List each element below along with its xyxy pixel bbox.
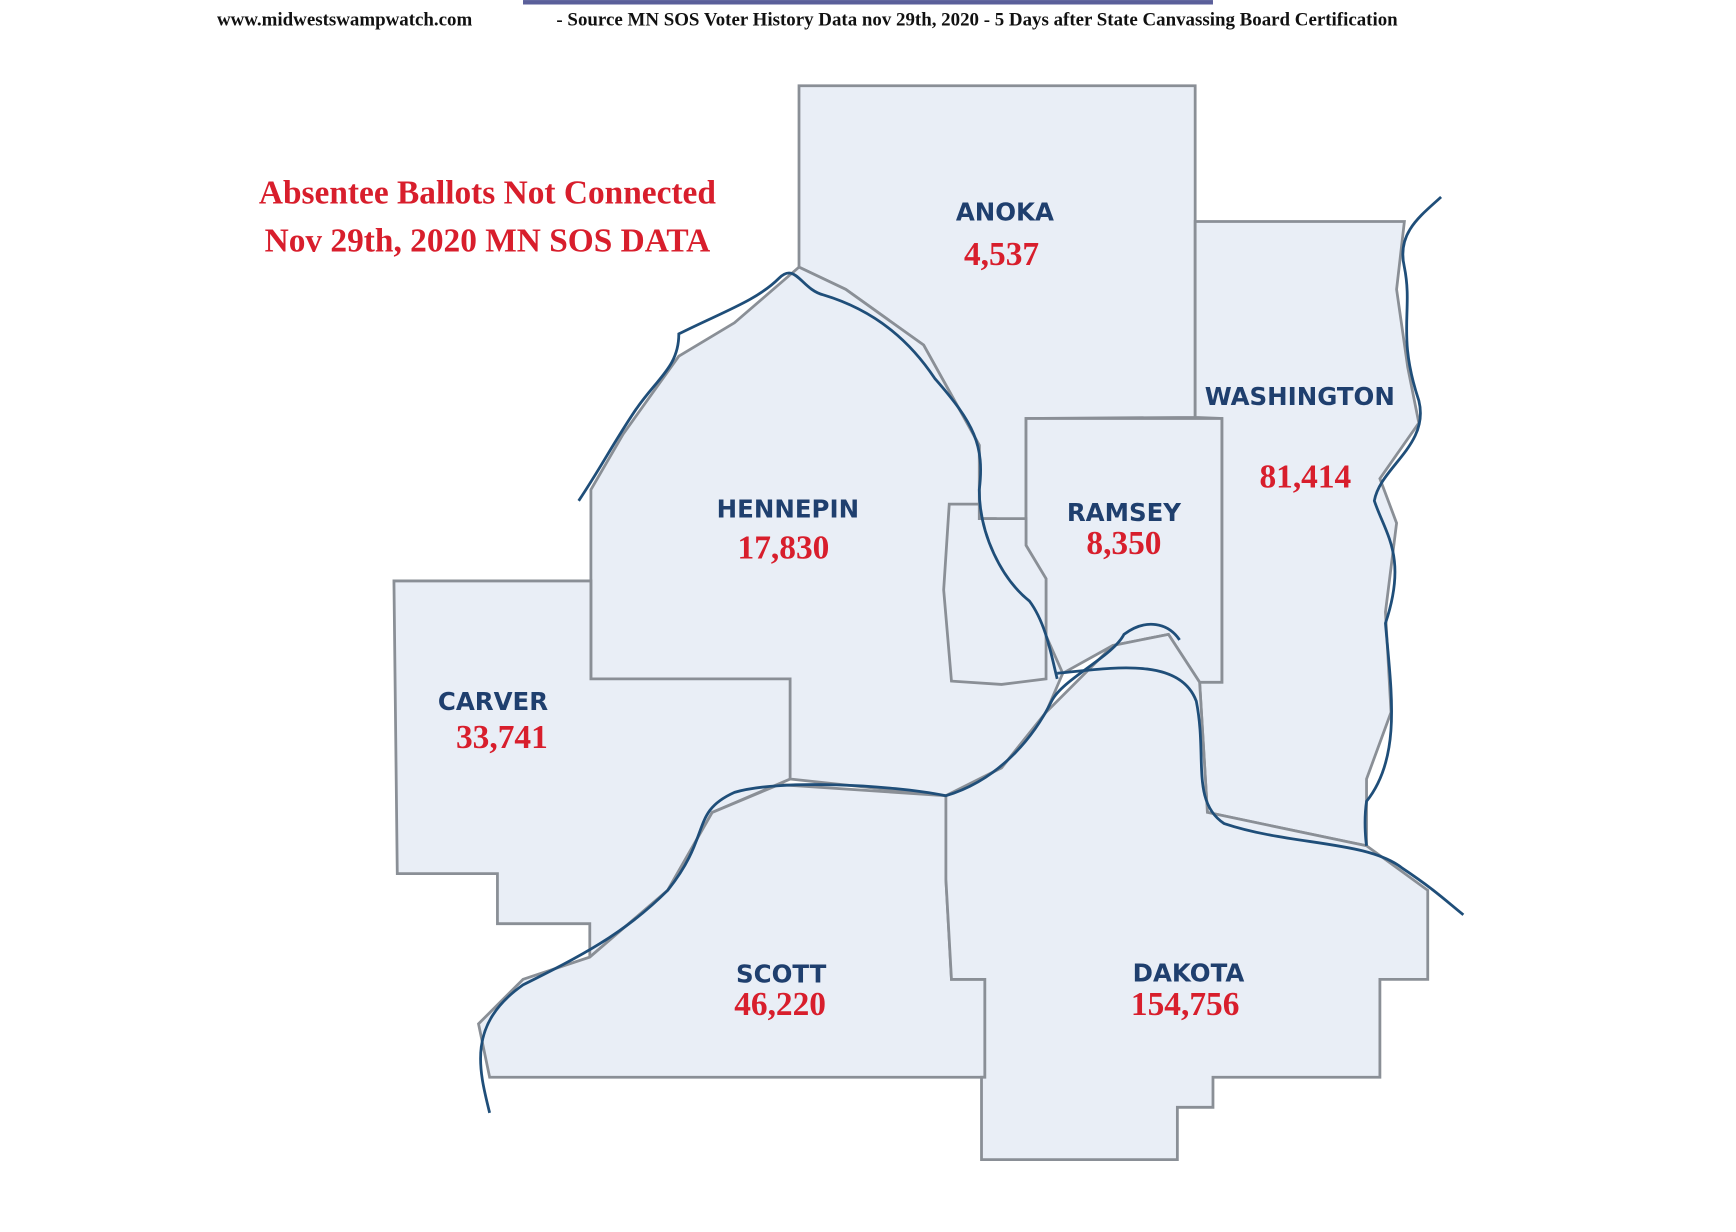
washington-shape — [1193, 220, 1421, 848]
county-name: WASHINGTON — [1205, 382, 1395, 411]
title-line1: Absentee Ballots Not Connected — [259, 175, 716, 212]
county-value: 8,350 — [1086, 525, 1161, 562]
county-value: 4,537 — [964, 236, 1039, 273]
counties — [392, 84, 1430, 1162]
county-value: 154,756 — [1131, 986, 1239, 1023]
header-site: www.midwestswampwatch.com — [217, 10, 472, 31]
header-source: - Source MN SOS Voter History Data nov 2… — [556, 10, 1398, 31]
minnesota-river — [479, 622, 1181, 1114]
mississippi-lower — [1057, 666, 1465, 916]
dakota-shape — [944, 632, 1430, 1162]
county-name: SCOTT — [736, 960, 827, 989]
county-name: DAKOTA — [1133, 959, 1245, 988]
title-line2: Nov 29th, 2020 MN SOS DATA — [265, 223, 711, 260]
rivers — [479, 195, 1465, 1114]
county-name: ANOKA — [956, 197, 1054, 226]
county-value: 81,414 — [1259, 458, 1351, 495]
top-band — [523, 0, 1213, 5]
minneapolis-shape — [942, 502, 1048, 686]
county-value: 33,741 — [456, 719, 548, 756]
county-name: HENNEPIN — [717, 495, 859, 524]
mississippi-upper — [577, 271, 1059, 680]
st-croix-river — [1363, 195, 1443, 847]
county-name: CARVER — [438, 687, 548, 716]
county-name: RAMSEY — [1067, 498, 1181, 527]
county-value: 17,830 — [738, 530, 830, 567]
county-value: 46,220 — [734, 986, 826, 1023]
